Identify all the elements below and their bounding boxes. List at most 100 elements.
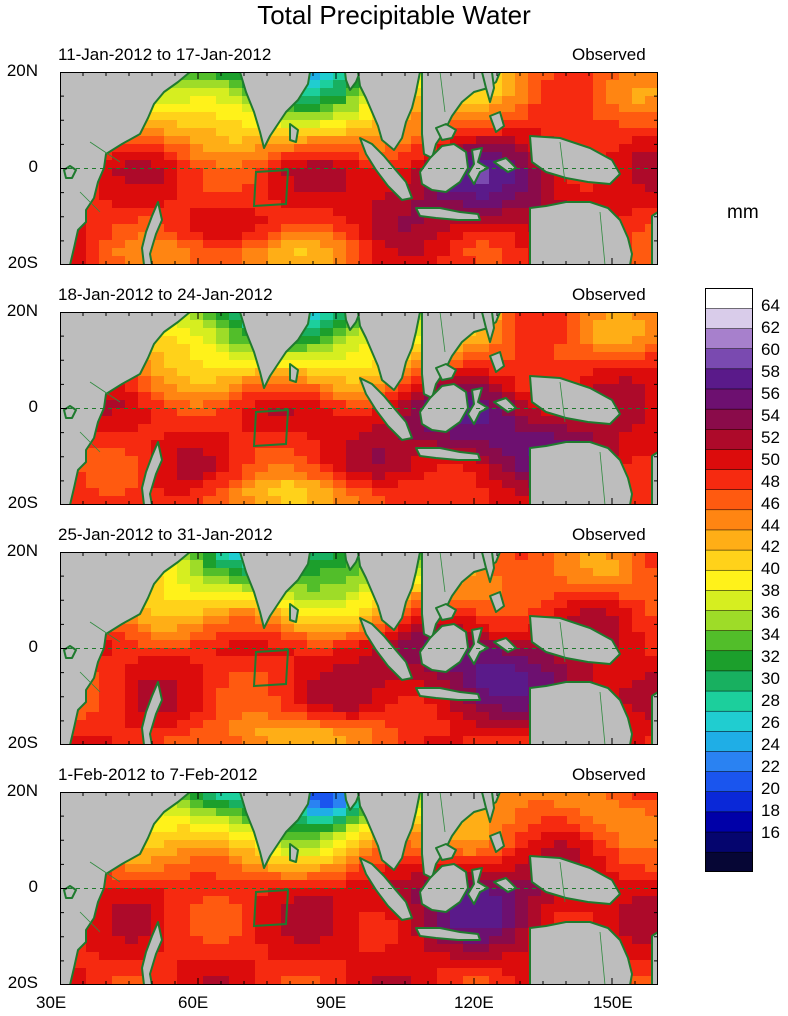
- colorbar-tick-label: 30: [761, 669, 780, 689]
- land-mass: [344, 72, 361, 91]
- panel-observed-label: Observed: [572, 765, 646, 784]
- colorbar-swatch: [705, 448, 753, 470]
- land-mass: [489, 591, 505, 613]
- land-mass: [357, 552, 421, 631]
- colorbar-tick-label: 24: [761, 735, 780, 754]
- land-mass: [435, 843, 457, 861]
- longitude-label: 90E: [316, 993, 347, 1012]
- colorbar-tick-label: 26: [761, 713, 780, 733]
- latitude-label: 0: [28, 637, 38, 656]
- map-panel: [60, 792, 658, 985]
- land-mass: [289, 363, 299, 383]
- land-mass: [359, 377, 413, 441]
- land-mass: [415, 207, 481, 221]
- colorbar-tick-label: 54: [761, 405, 780, 425]
- land-mass: [529, 441, 633, 505]
- colorbar-swatch: [705, 750, 753, 772]
- land-mass: [467, 387, 489, 425]
- panel-observed-label: Observed: [572, 45, 646, 64]
- land-mass: [141, 441, 163, 505]
- land-mass: [481, 72, 495, 103]
- land-mass: [239, 312, 311, 389]
- land-mass: [489, 111, 505, 133]
- land-mass: [359, 137, 413, 201]
- land-mass: [357, 72, 421, 151]
- land-mass: [289, 123, 299, 143]
- map-panel: [60, 72, 658, 265]
- panel-period-label: 1-Feb-2012 to 7-Feb-2012: [58, 765, 258, 784]
- panel-period-label: 11-Jan-2012 to 17-Jan-2012: [58, 45, 272, 64]
- colorbar-tick-label: 60: [761, 339, 780, 359]
- colorbar-swatch: [705, 509, 753, 531]
- land-mass: [357, 792, 421, 871]
- colorbar-swatch: [705, 589, 753, 611]
- colorbar-tick-label: 28: [761, 691, 780, 711]
- latitude-label: 0: [28, 397, 38, 416]
- land-mass: [467, 867, 489, 905]
- land-mass: [467, 147, 489, 185]
- colorbar-swatch: [705, 368, 753, 390]
- land-mass: [415, 927, 481, 941]
- colorbar-unit: mm: [727, 202, 759, 223]
- land-mass: [141, 921, 163, 985]
- colorbar-swatch: [705, 569, 753, 591]
- longitude-label: 60E: [178, 993, 209, 1012]
- colorbar-tick-label: 46: [761, 493, 780, 513]
- latitude-label: 20S: [7, 973, 38, 992]
- land-mass: [415, 687, 481, 701]
- colorbar-swatch: [705, 549, 753, 571]
- study-region-box: [252, 168, 290, 208]
- latitude-label: 0: [28, 157, 38, 176]
- land-mass: [344, 792, 361, 811]
- land-mass: [489, 831, 505, 853]
- study-region-box: [252, 648, 290, 688]
- latitude-label: 20N: [6, 541, 38, 560]
- colorbar-swatch: [705, 710, 753, 732]
- land-mass: [435, 123, 457, 141]
- colorbar-swatch: [705, 791, 753, 813]
- colorbar-tick-label: 36: [761, 603, 780, 623]
- colorbar-tick-label: 20: [761, 778, 780, 798]
- land-mass: [651, 931, 658, 985]
- colorbar-swatch: [705, 771, 753, 792]
- land-mass: [357, 312, 421, 391]
- land-mass: [289, 843, 299, 863]
- colorbar: [705, 288, 753, 872]
- land-mass: [467, 627, 489, 665]
- precipitable-water-map: [60, 312, 658, 505]
- colorbar-swatch: [705, 328, 753, 349]
- land-mass: [435, 363, 457, 381]
- colorbar-swatch: [705, 348, 753, 370]
- colorbar-tick-label: 56: [761, 383, 780, 403]
- map-panel: [60, 312, 658, 505]
- colorbar-swatch: [705, 388, 753, 410]
- land-mass: [481, 552, 495, 583]
- colorbar-swatch: [705, 609, 753, 631]
- colorbar-swatch: [705, 489, 753, 511]
- map-panel: [60, 552, 658, 745]
- land-mass: [421, 552, 501, 639]
- colorbar-swatch: [705, 288, 753, 309]
- study-region-box: [252, 408, 290, 448]
- land-mass: [481, 312, 495, 343]
- colorbar-swatch: [705, 730, 753, 752]
- latitude-label: 20N: [6, 781, 38, 800]
- land-mass: [239, 792, 311, 869]
- colorbar-swatch: [705, 650, 753, 672]
- colorbar-tick-label: 32: [761, 647, 780, 667]
- latitude-label: 20S: [7, 493, 38, 512]
- land-mass: [529, 681, 633, 745]
- colorbar-tick-label: 50: [761, 449, 780, 469]
- colorbar-tick-label: 58: [761, 361, 780, 381]
- latitude-label: 20N: [6, 301, 38, 320]
- land-mass: [489, 351, 505, 373]
- colorbar-tick-label: 18: [761, 800, 780, 820]
- colorbar-swatch: [705, 630, 753, 652]
- longitude-label: 150E: [593, 993, 633, 1012]
- colorbar-tick-label: 48: [761, 471, 780, 491]
- land-mass: [651, 211, 658, 265]
- latitude-label: 0: [28, 877, 38, 896]
- land-mass: [651, 451, 658, 505]
- study-region-box: [252, 888, 290, 928]
- colorbar-swatch: [705, 670, 753, 692]
